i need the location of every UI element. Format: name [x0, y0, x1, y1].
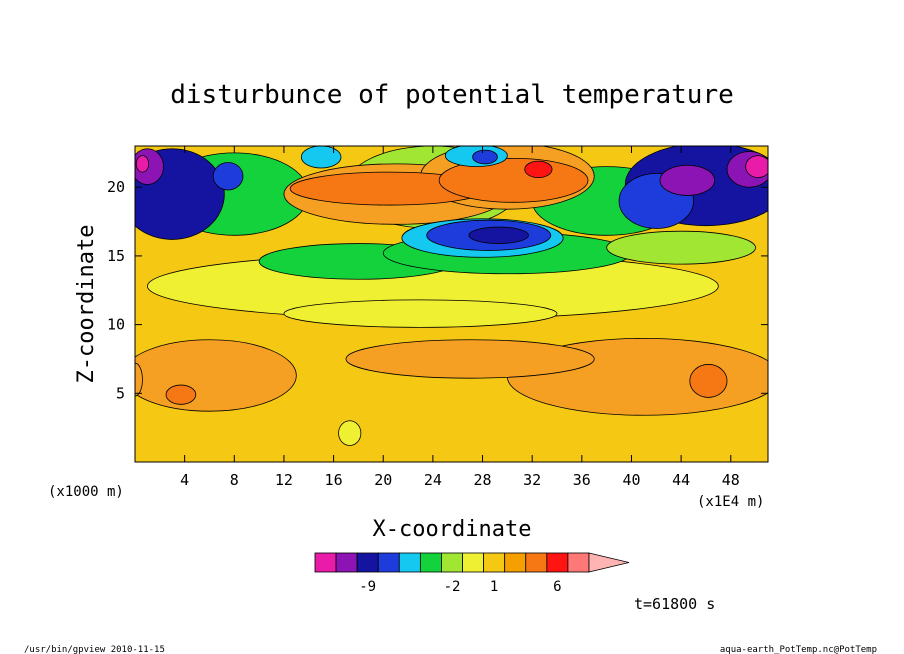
colorbar-segment: [419, 552, 442, 573]
x-tick-label: 36: [573, 471, 591, 489]
contour-region-blue: [472, 149, 498, 165]
colorbar-segment: [356, 552, 379, 573]
chart-title: disturbunce of potential temperature: [170, 80, 734, 110]
y-tick-label: 5: [116, 384, 125, 402]
contour-region-light: [338, 420, 362, 446]
y-tick-label: 10: [107, 316, 125, 334]
x-tick-label: 20: [374, 471, 392, 489]
contour-region-magenta: [745, 155, 768, 178]
x-axis-label: X-coordinate: [373, 517, 532, 542]
footer-right: aqua-earth_PotTemp.nc@PotTemp: [720, 645, 877, 654]
x-tick-label: 8: [230, 471, 239, 489]
colorbar-segment: [335, 552, 358, 573]
contour-region-purple: [659, 164, 716, 196]
x-units-right: (x1E4 m): [697, 494, 764, 510]
contour-region-hot: [524, 160, 553, 178]
x-tick-label: 24: [424, 471, 442, 489]
x-tick-label: 40: [622, 471, 640, 489]
x-tick-label: 16: [325, 471, 343, 489]
x-axis: 4 8 12 16 20 24 28 32 36 40 44 48: [180, 146, 740, 489]
contour-region-warm-1: [345, 339, 595, 379]
y-tick-label: 20: [107, 178, 125, 196]
y-axis-label: Z-coordinate: [74, 225, 99, 384]
colorbar-segment: [314, 552, 337, 573]
colorbar-segment: [398, 552, 421, 573]
colorbar-segment: [377, 552, 400, 573]
colorbar-segment: [504, 552, 527, 573]
x-tick-label: 4: [180, 471, 189, 489]
colorbar: -9 -2 1 6: [314, 552, 630, 595]
contour-region-warm-1: [135, 339, 297, 412]
x-tick-label: 28: [473, 471, 491, 489]
x-tick-label: 48: [722, 471, 740, 489]
colorbar-label: -9: [359, 579, 376, 595]
contour-regions: [135, 146, 768, 446]
colorbar-segment: [441, 552, 463, 573]
y-tick-label: 15: [107, 247, 125, 265]
contour-region-navy: [468, 226, 529, 244]
x-tick-label: 12: [275, 471, 293, 489]
colorbar-label: 1: [490, 579, 498, 595]
footer-left: /usr/bin/gpview 2010-11-15: [24, 645, 165, 654]
contour-region-cyan: [300, 146, 342, 169]
colorbar-segment: [483, 552, 506, 573]
colorbar-segment: [462, 552, 485, 573]
colorbar-label: 6: [553, 579, 561, 595]
contour-region-warm-1: [135, 362, 143, 397]
contour-region-warm-2: [689, 364, 728, 398]
contour-region-warm-2: [165, 384, 197, 405]
contour-region-blue: [212, 162, 244, 191]
x-units-left: (x1000 m): [48, 484, 124, 500]
contour-region-magenta: [135, 155, 150, 173]
colorbar-label: -2: [444, 579, 461, 595]
contour-region-yellowgreen: [606, 230, 756, 265]
colorbar-segment: [525, 552, 548, 573]
contour-region-light: [283, 299, 558, 328]
y-axis: 5 10 15 20: [107, 178, 768, 402]
time-label: t=61800 s: [634, 595, 715, 613]
plot-frame: [134, 145, 769, 463]
colorbar-extend-arrow: [588, 552, 630, 573]
colorbar-segment: [546, 552, 569, 573]
colorbar-segment: [567, 552, 590, 573]
x-tick-label: 32: [523, 471, 541, 489]
plot-area: [135, 146, 768, 462]
x-tick-label: 44: [672, 471, 690, 489]
